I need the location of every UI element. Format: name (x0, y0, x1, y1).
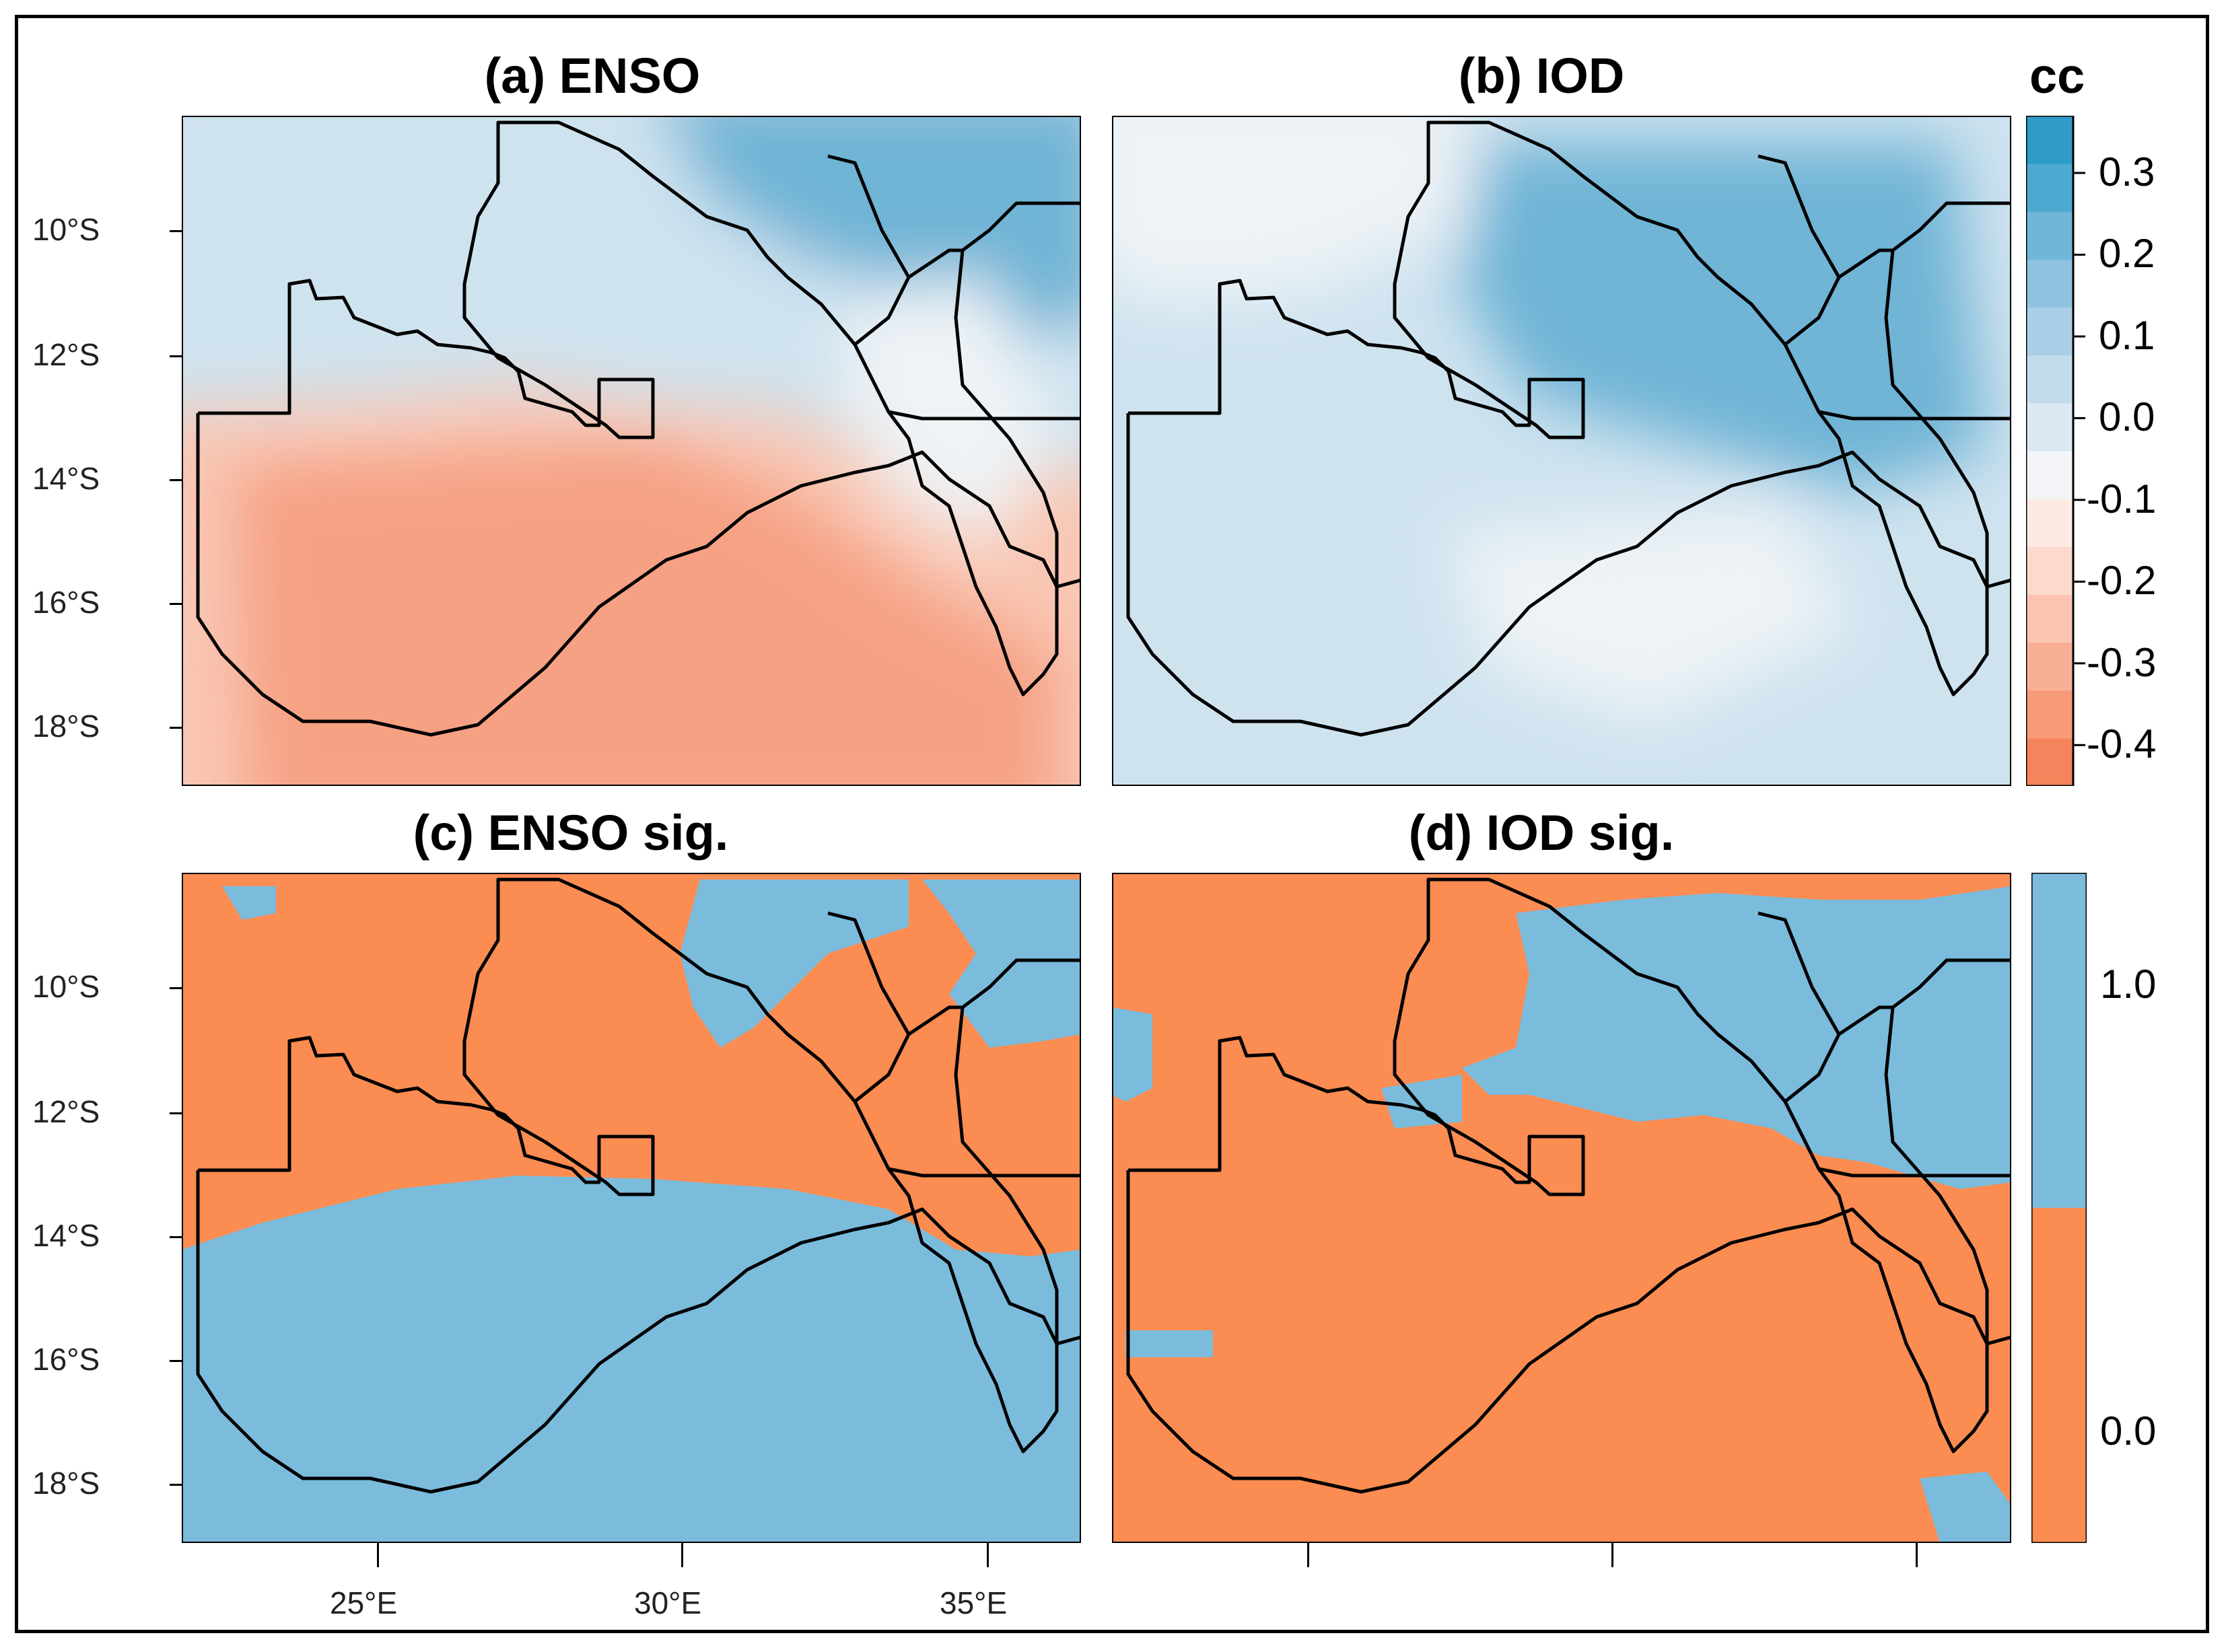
colorbar-cc-tick-label: 0.0 (2099, 394, 2155, 440)
colorbar-cc-segment (2026, 546, 2073, 595)
latitude-tick (170, 727, 182, 729)
latitude-tick-label: 14°S (32, 1218, 100, 1253)
panel-a-title: (a) ENSO (484, 48, 701, 104)
panel-d-significant-north (1462, 886, 2011, 1189)
latitude-tick-label: 12°S (32, 1094, 100, 1129)
colorbar-cc-tick-label: 0.1 (2099, 312, 2155, 358)
longitude-tick (377, 1543, 379, 1567)
colorbar-cc-segment (2026, 211, 2073, 260)
panel-b-country-borders (1126, 120, 2011, 737)
latitude-tick (170, 355, 182, 357)
longitude-tick-label: 35°E (940, 1585, 1008, 1620)
latitude-tick (170, 987, 182, 989)
colorbar-cc-segment (2026, 402, 2073, 452)
panel-c-significant-north (680, 879, 909, 1048)
longitude-tick (681, 1543, 683, 1567)
colorbar-cc-tick-label: -0.1 (2087, 476, 2157, 522)
latitude-tick (170, 230, 182, 232)
colorbar-sig-label-0: 0.0 (2100, 1408, 2157, 1453)
panel-a-map (182, 116, 1081, 786)
latitude-tick (170, 1236, 182, 1238)
colorbar-cc-tick-label: -0.2 (2087, 558, 2157, 604)
longitude-tick (987, 1543, 989, 1567)
colorbar-sig (2031, 873, 2087, 1543)
panel-b-strong-positive-region (1462, 143, 1987, 493)
latitude-tick (170, 1484, 182, 1486)
panel-d-significant-southeast-patch (1920, 1472, 2011, 1543)
panel-c-country-borders (196, 877, 1081, 1494)
latitude-tick (170, 479, 182, 481)
longitude-tick (1611, 1543, 1613, 1567)
panel-d-significant-southwest-patch (1125, 1330, 1213, 1357)
panel-d-map (1112, 873, 2011, 1543)
longitude-tick (1916, 1543, 1918, 1567)
latitude-tick-label: 16°S (32, 585, 100, 620)
panel-c-title: (c) ENSO sig. (413, 805, 729, 861)
panel-a-negative-region (236, 439, 1057, 786)
colorbar-sig-not-significant (2031, 1208, 2087, 1543)
colorbar-cc (2026, 116, 2085, 786)
colorbar-cc-segment (2026, 259, 2073, 308)
colorbar-cc-tick-label: -0.3 (2087, 639, 2157, 685)
latitude-tick (170, 1112, 182, 1114)
panel-b-neutral-south (1449, 506, 1852, 721)
panel-c-significant-south (182, 1176, 1081, 1543)
panel-b-neutral-northwest (1112, 116, 1462, 304)
latitude-tick (170, 1360, 182, 1362)
panel-b-map (1112, 116, 2011, 786)
colorbar-cc-tick-label: 0.3 (2099, 149, 2155, 195)
panel-d-title: (d) IOD sig. (1408, 805, 1675, 861)
colorbar-cc-segment (2026, 642, 2073, 691)
panel-b-title: (b) IOD (1458, 48, 1625, 104)
longitude-tick (1307, 1543, 1309, 1567)
colorbar-cc-segment (2026, 355, 2073, 404)
latitude-tick-label: 12°S (32, 337, 100, 372)
longitude-tick-label: 25°E (330, 1585, 398, 1620)
colorbar-title: cc (2029, 48, 2085, 104)
colorbar-cc-tick-label: -0.4 (2087, 721, 2157, 767)
panel-d-significant-west-patch (1112, 1007, 1152, 1102)
colorbar-cc-segment (2026, 164, 2073, 212)
longitude-tick-label: 30°E (634, 1585, 702, 1620)
panel-d-significant-central-patch (1381, 1075, 1462, 1128)
colorbar-cc-segment (2026, 690, 2073, 739)
panel-c-significant-northwest-patch (222, 886, 276, 920)
figure-frame (15, 15, 2209, 1633)
colorbar-cc-segment (2026, 307, 2073, 356)
colorbar-cc-segment (2026, 499, 2073, 547)
latitude-tick-label: 18°S (32, 1466, 100, 1501)
latitude-tick-label: 16°S (32, 1342, 100, 1377)
latitude-tick-label: 14°S (32, 461, 100, 496)
panel-a-neutral-region (841, 277, 1057, 546)
colorbar-cc-segment (2026, 594, 2073, 643)
panel-d-country-borders (1126, 877, 2011, 1494)
colorbar-cc-segment (2026, 451, 2073, 499)
colorbar-cc-segment (2026, 116, 2073, 164)
panel-c-map (182, 873, 1081, 1543)
latitude-tick-label: 10°S (32, 212, 100, 247)
panel-a-country-borders (196, 120, 1081, 737)
colorbar-cc-tick-label: 0.2 (2099, 231, 2155, 277)
colorbar-sig-significant (2031, 873, 2087, 1208)
colorbar-cc-segment (2026, 738, 2073, 786)
latitude-tick (170, 603, 182, 605)
latitude-tick-label: 10°S (32, 969, 100, 1004)
latitude-tick-label: 18°S (32, 709, 100, 744)
colorbar-sig-label-1: 1.0 (2100, 962, 2157, 1007)
